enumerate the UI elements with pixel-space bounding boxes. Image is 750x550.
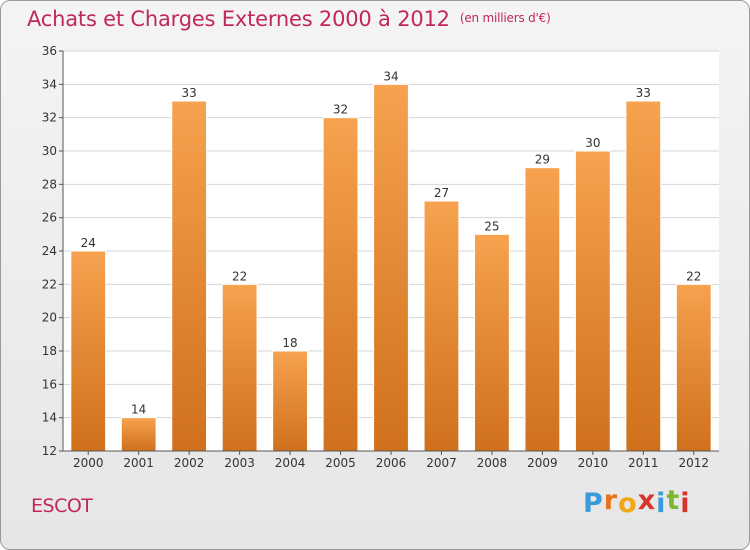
x-tick-label-2004: 2004 [275, 456, 306, 470]
y-tick-label: 18 [42, 344, 57, 358]
bar-2001 [120, 417, 157, 452]
value-label-2012: 22 [686, 269, 701, 283]
bar-2003 [221, 283, 258, 452]
value-label-2005: 32 [333, 103, 348, 117]
x-tick-label-2009: 2009 [527, 456, 558, 470]
value-label-2010: 30 [585, 136, 600, 150]
x-tick-label-2006: 2006 [376, 456, 407, 470]
value-label-2006: 34 [383, 69, 398, 83]
y-tick-label: 26 [42, 211, 57, 225]
value-label-2011: 33 [636, 86, 651, 100]
value-label-2009: 29 [535, 153, 550, 167]
y-tick-label: 36 [42, 44, 57, 58]
y-tick-label: 28 [42, 177, 57, 191]
bar-2000 [70, 250, 107, 452]
value-label-2007: 27 [434, 186, 449, 200]
x-tick-label-2007: 2007 [426, 456, 457, 470]
chart-title: Achats et Charges Externes 2000 à 2012 (e… [27, 7, 551, 31]
bar-2008 [474, 233, 510, 452]
y-axis: 12 14 16 18 20 22 24 26 28 30 32 34 36 [42, 44, 64, 458]
x-tick-label-2005: 2005 [325, 456, 356, 470]
value-label-2002: 33 [182, 86, 197, 100]
x-tick-label-2003: 2003 [224, 456, 255, 470]
commune-name: ESCOT [31, 495, 93, 517]
value-label-2008: 25 [484, 219, 499, 233]
x-tick-label-2008: 2008 [477, 456, 508, 470]
logo-letter: r [603, 485, 619, 516]
logo-letter: i [656, 488, 667, 519]
x-tick-label-2001: 2001 [123, 456, 154, 470]
logo-letter: o [618, 488, 638, 519]
y-tick-label: 30 [42, 144, 57, 158]
bar-2012 [675, 283, 712, 452]
value-label-2004: 18 [282, 336, 297, 350]
logo-letter: t [666, 485, 681, 516]
x-tick-label-2012: 2012 [678, 456, 709, 470]
y-tick-label: 22 [42, 277, 57, 291]
value-label-2000: 24 [81, 236, 96, 250]
bar-2009 [524, 167, 561, 452]
bar-2011 [625, 100, 662, 452]
value-label-2003: 22 [232, 269, 247, 283]
bar-2004 [272, 350, 308, 452]
bars: 24 14 33 22 18 32 34 27 25 29 30 33 22 [70, 69, 712, 452]
y-tick-label: 20 [42, 311, 57, 325]
x-tick-label-2010: 2010 [578, 456, 609, 470]
x-tick-label-2002: 2002 [174, 456, 205, 470]
x-tick-label-2000: 2000 [73, 456, 104, 470]
x-tick-label-2011: 2011 [628, 456, 659, 470]
y-tick-label: 24 [42, 244, 57, 258]
bar-2005 [322, 117, 359, 452]
value-label-2001: 14 [131, 403, 146, 417]
y-tick-label: 16 [42, 377, 57, 391]
logo-letter: x [637, 485, 657, 516]
x-axis: 2000 2001 2002 2003 2004 2005 2006 2007 2008 2009… [63, 450, 719, 470]
chart-title-text: Achats et Charges Externes 2000 à 2012 [27, 7, 450, 31]
y-tick-label: 14 [42, 411, 57, 425]
bar-2007 [423, 200, 460, 452]
bar-2002 [171, 100, 208, 452]
bar-2006 [373, 83, 409, 452]
chart-subtitle: (en milliers d'€) [459, 11, 551, 25]
y-tick-label: 12 [42, 444, 57, 458]
y-tick-label: 34 [42, 77, 57, 91]
bar-2010 [574, 150, 611, 452]
logo-letter: P [583, 488, 604, 519]
y-tick-label: 32 [42, 111, 57, 125]
proxiti-logo[interactable]: Proxiti [583, 485, 691, 519]
logo-letter: i [680, 488, 691, 519]
